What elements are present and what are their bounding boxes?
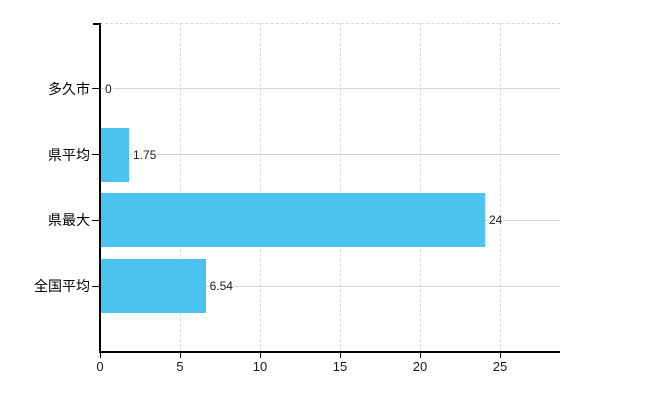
horizontal-gridline [100,154,560,156]
x-tick-label: 5 [176,359,184,374]
vertical-gridline [180,23,181,352]
x-tick-label: 25 [492,359,508,374]
vertical-gridline [420,23,421,352]
y-axis-end-cap [93,23,100,25]
x-tick-label: 20 [412,359,428,374]
x-axis-tick [500,352,501,358]
value-label: 1.75 [132,147,158,162]
value-label: 0 [104,81,113,96]
bar-3 [101,259,206,314]
bar-2 [101,193,485,248]
value-label: 6.54 [208,279,234,294]
x-axis-tick [340,352,341,358]
vertical-gridline [260,23,261,352]
x-axis-tick [420,352,421,358]
x-tick-label: 10 [252,359,268,374]
bar-1 [101,127,129,182]
category-label: 多久市 [48,80,90,97]
category-label: 全国平均 [34,278,90,295]
x-axis-tick [180,352,181,358]
y-axis-tick [92,88,99,90]
y-axis-tick [92,285,99,287]
value-label: 24 [488,213,504,228]
vertical-gridline [500,23,501,352]
x-tick-label: 15 [332,359,348,374]
horizontal-gridline [100,285,560,287]
vertical-gridline [340,23,341,352]
y-axis-tick [92,219,99,221]
x-tick-label: 0 [96,359,104,374]
category-label: 県平均 [48,146,90,163]
plot-top-border [100,23,560,24]
horizontal-gridline [100,88,560,90]
x-axis-tick [260,352,261,358]
category-label: 県最大 [48,212,90,229]
y-axis-line [99,23,101,352]
x-axis-line [99,351,560,353]
x-axis-tick [100,352,101,358]
y-axis-tick [92,154,99,156]
